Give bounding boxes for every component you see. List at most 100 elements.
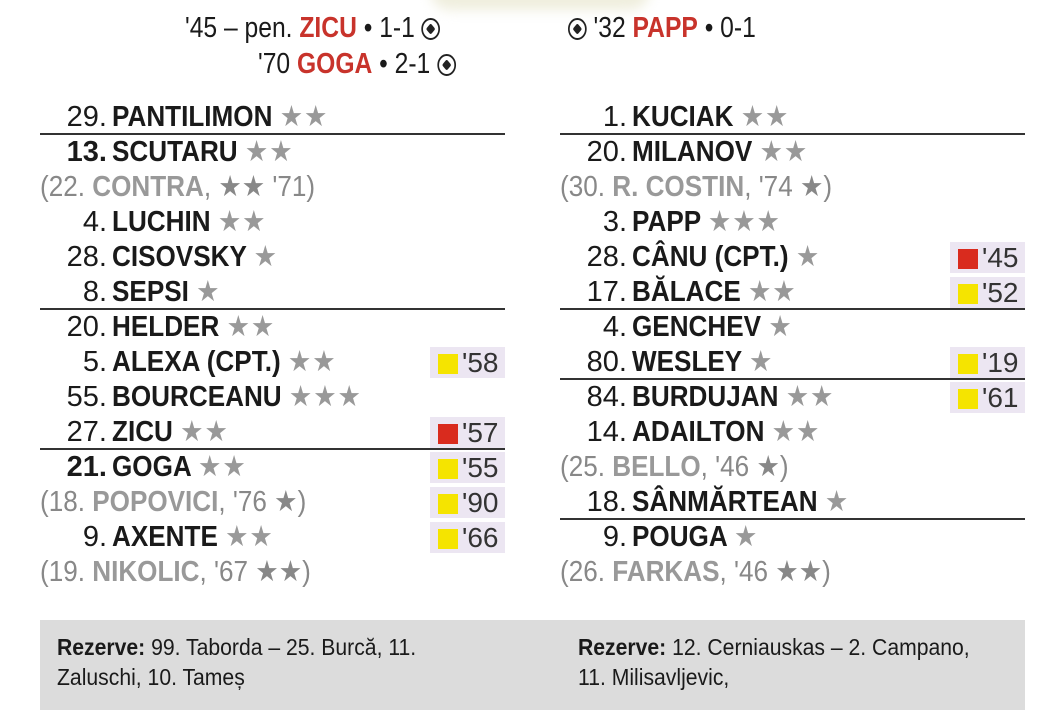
home-reserves: Rezerve: 99. Taborda – 25. Burcă, 11. Za… (57, 632, 462, 692)
rating-stars: ★ (196, 276, 221, 308)
substitute-entry: (22. CONTRA, ★★ '71) (40, 170, 315, 205)
yellow-card-icon (438, 529, 458, 549)
player-row: 28. CISOVSKY ★ (40, 240, 505, 275)
substitute-row: (18. POPOVICI, '76 ★) '90 (40, 485, 505, 520)
rating-stars: ★★ (217, 206, 267, 238)
player-entry: CÂNU (CPT.) ★ (632, 240, 820, 275)
player-row: 8. SEPSI ★ (40, 275, 505, 310)
rating-stars: ★★ (226, 311, 276, 343)
player-row: 29. PANTILIMON ★★ (40, 100, 505, 135)
player-number: 20. (66, 311, 107, 343)
home-goal-2: '70 GOGA • 2-1 (258, 48, 456, 81)
sub-detail: , '74 ★) (744, 171, 833, 203)
player-number: 27. (66, 416, 107, 448)
sub-detail: , '76 ★) (218, 486, 307, 518)
substitute-row: (22. CONTRA, ★★ '71) (40, 170, 505, 205)
player-row: 9. POUGA ★ (560, 520, 1025, 555)
player-entry: POUGA ★ (632, 520, 758, 555)
sub-number: (19. (40, 556, 93, 588)
yellow-card-icon (958, 354, 978, 374)
player-number: 84. (586, 381, 627, 413)
reserves-label: Rezerve: (57, 634, 146, 660)
player-number: 20. (586, 136, 627, 168)
player-name: NIKOLIC (92, 556, 200, 588)
player-name: HELDER (112, 311, 227, 343)
player-entry: GENCHEV ★ (632, 310, 793, 345)
player-entry: SÂNMĂRTEAN ★ (632, 485, 849, 520)
card-minute: '52 (982, 277, 1019, 308)
player-row: 3. PAPP ★★★ (560, 205, 1025, 240)
player-entry: HELDER ★★ (112, 310, 275, 345)
card-box: '61 (950, 382, 1025, 413)
away-goal-1: '32 PAPP • 0-1 (568, 12, 756, 45)
player-number: 8. (82, 276, 107, 308)
player-entry: CISOVSKY ★ (112, 240, 278, 275)
player-number: 55. (66, 381, 107, 413)
player-name: KUCIAK (632, 101, 741, 133)
player-name: WESLEY (632, 346, 749, 378)
player-row: 4. GENCHEV ★ (560, 310, 1025, 345)
player-row: 1. KUCIAK ★★ (560, 100, 1025, 135)
player-entry: BURDUJAN ★★ (632, 380, 834, 415)
player-name: PANTILIMON (112, 101, 280, 133)
home-lineup: 29. PANTILIMON ★★ 13. SCUTARU ★★ (22. CONTRA… (40, 100, 505, 590)
soccer-ball-icon (437, 54, 456, 76)
player-name: BELLO (612, 451, 701, 483)
card-box: '57 (430, 417, 505, 448)
player-name: POPOVICI (92, 486, 219, 518)
player-number: 21. (66, 451, 107, 483)
player-row: 55. BOURCEANU ★★★ (40, 380, 505, 415)
player-entry: ADAILTON ★★ (632, 415, 820, 450)
player-number: 14. (586, 416, 627, 448)
player-name: BURDUJAN (632, 381, 786, 413)
card-box: '45 (950, 242, 1025, 273)
home-goal-1: '45 – pen. ZICU • 1-1 (185, 12, 441, 45)
card-minute: '61 (982, 382, 1019, 413)
red-card-icon (438, 424, 458, 444)
player-name: MILANOV (632, 136, 760, 168)
rating-stars: ★★ (244, 136, 294, 168)
player-entry: SEPSI ★ (112, 275, 220, 310)
card-box: '19 (950, 347, 1025, 378)
card-minute: '66 (462, 522, 499, 553)
reserves-box: Rezerve: 99. Taborda – 25. Burcă, 11. Za… (40, 620, 1025, 710)
reserves-list: 99. Taborda – 25. Burcă, 11. Zaluschi, 1… (57, 634, 417, 690)
rating-stars: ★★★ (707, 206, 781, 238)
red-card-icon (958, 249, 978, 269)
sub-number: (25. (560, 451, 613, 483)
rating-stars: ★★ (180, 416, 229, 448)
player-entry: MILANOV ★★ (632, 135, 808, 170)
player-name: AXENTE (112, 521, 226, 553)
player-name: ADAILTON (632, 416, 772, 448)
player-number: 13. (66, 136, 107, 168)
substitute-entry: (30. R. COSTIN, '74 ★) (560, 170, 832, 205)
player-row: 18. SÂNMĂRTEAN ★ (560, 485, 1025, 520)
substitute-row: (30. R. COSTIN, '74 ★) (560, 170, 1025, 205)
substitute-entry: (26. FARKAS, '46 ★★) (560, 555, 831, 590)
card-minute: '58 (462, 347, 499, 378)
goal-minute: '32 (593, 12, 626, 44)
player-entry: BOURCEANU ★★★ (112, 380, 362, 415)
rating-stars: ★★ (279, 101, 329, 133)
substitute-entry: (18. POPOVICI, '76 ★) (40, 485, 306, 520)
sub-number: (30. (560, 171, 613, 203)
sub-detail: , '46 ★) (700, 451, 789, 483)
player-name: FARKAS (612, 556, 720, 588)
away-lineup: 1. KUCIAK ★★ 20. MILANOV ★★ (30. R. COSTIN, … (560, 100, 1025, 590)
rating-stars: ★ (824, 486, 850, 518)
rating-stars: ★★ (198, 451, 247, 483)
player-entry: PANTILIMON ★★ (112, 100, 328, 135)
card-minute: '55 (462, 452, 499, 483)
card-box: '90 (430, 487, 505, 518)
card-minute: '45 (982, 242, 1019, 273)
substitute-row: (26. FARKAS, '46 ★★) (560, 555, 1025, 590)
substitute-row: (19. NIKOLIC, '67 ★★) (40, 555, 505, 590)
player-row: 13. SCUTARU ★★ (40, 135, 505, 170)
rating-stars: ★★★ (288, 381, 362, 413)
player-name: SCUTARU (112, 136, 245, 168)
player-number: 17. (586, 276, 627, 308)
player-entry: SCUTARU ★★ (112, 135, 294, 170)
player-row: 9. AXENTE ★★ '66 (40, 520, 505, 555)
reserves-list: 12. Cerniauskas – 2. Campano, 11. Milisa… (578, 634, 970, 690)
yellow-card-icon (958, 389, 978, 409)
